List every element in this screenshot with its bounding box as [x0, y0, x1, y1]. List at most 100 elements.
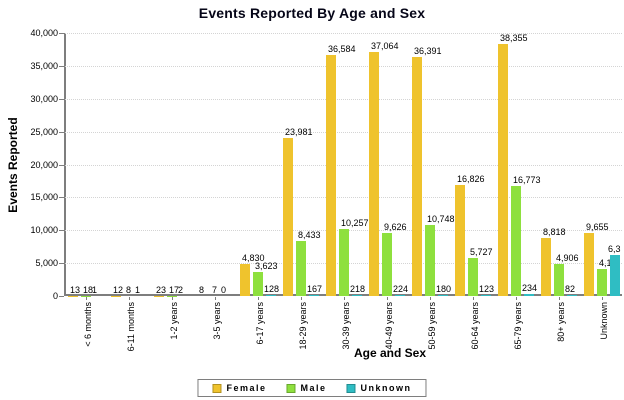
grid-line: [65, 65, 622, 67]
bar-female: [541, 238, 551, 296]
x-axis-tick: [215, 297, 216, 300]
y-tick-label: 10,000: [30, 225, 58, 236]
bar-value-label: 218: [350, 283, 366, 294]
grid-line: [65, 98, 622, 100]
bar-unknown: [309, 294, 319, 296]
bar-male: [468, 258, 478, 296]
bar-value-label: 17: [169, 284, 180, 295]
x-tick-label: 65-79 years: [513, 302, 523, 350]
bar-unknown: [266, 294, 276, 296]
bar-value-label: 123: [479, 284, 495, 295]
bar-value-label: 224: [393, 283, 409, 294]
legend-label: Male: [300, 383, 327, 393]
x-axis-tick: [516, 297, 517, 300]
legend-swatch-unknown: [346, 383, 356, 393]
bar-value-label: 13: [70, 284, 81, 295]
x-axis-tick: [344, 297, 345, 300]
grid-line: [65, 33, 622, 34]
bar-value-label: 3,623: [255, 261, 278, 272]
x-axis-title: Age and Sex: [353, 346, 427, 360]
bar-value-label: 2: [178, 284, 184, 295]
bar-unknown: [567, 294, 577, 296]
x-tick-label: 1-2 years: [169, 302, 179, 340]
grid-line: [65, 164, 622, 166]
bar-value-label: 8,818: [543, 227, 566, 238]
bar-value-label: 128: [264, 284, 280, 295]
bar-value-label: 12: [113, 284, 124, 295]
bar-unknown: [524, 294, 534, 296]
bar-value-label: 18: [83, 284, 94, 295]
y-axis-tick: [59, 230, 64, 232]
y-tick-label: 40,000: [30, 28, 58, 38]
bar-male: [511, 185, 521, 296]
legend-swatch-female: [212, 383, 222, 393]
x-tick-label: 6-11 months: [126, 302, 136, 352]
bar-value-label: 23: [156, 284, 167, 295]
bar-male: [382, 232, 392, 296]
legend: Female Male Unknown: [197, 379, 427, 397]
bar-value-label: 4,1: [599, 258, 612, 269]
bar-value-label: 36,584: [328, 44, 356, 55]
bar-value-label: 16,773: [513, 174, 541, 185]
y-tick-label: 0: [52, 291, 58, 301]
bar-value-label: 36,391: [414, 45, 442, 56]
bar-value-label: 234: [522, 283, 538, 294]
bar-male: [296, 240, 306, 296]
y-axis-tick: [59, 164, 64, 166]
bar-male: [597, 269, 607, 296]
bar-value-label: 8,433: [298, 229, 321, 240]
legend-swatch-male: [286, 383, 296, 393]
bar-unknown: [352, 294, 362, 296]
y-tick-label: 15,000: [30, 192, 58, 203]
bar-female: [455, 185, 465, 296]
bar-value-label: 23,981: [285, 127, 313, 138]
y-tick-label: 30,000: [30, 93, 58, 104]
x-axis-tick: [172, 297, 173, 300]
bar-value-label: 7: [212, 284, 218, 295]
bar-female: [584, 232, 594, 296]
bar-value-label: 4,906: [556, 252, 579, 263]
bar-value-label: 8: [126, 284, 132, 295]
bar-female: [498, 43, 508, 296]
y-axis-tick: [59, 296, 64, 297]
x-axis-tick: [602, 297, 603, 300]
bar-unknown: [481, 294, 491, 296]
legend-item-female: Female: [212, 383, 266, 393]
bar-value-label: 82: [565, 284, 576, 295]
bar-value-label: 180: [436, 283, 452, 294]
x-tick-label: Unknown: [599, 302, 609, 340]
y-tick-label: 35,000: [30, 60, 58, 71]
x-axis-tick: [86, 297, 87, 300]
bar-female: [369, 52, 379, 296]
bar-value-label: 37,064: [371, 41, 399, 52]
bar-value-label: 8: [199, 284, 205, 295]
legend-item-unknown: Unknown: [346, 383, 412, 393]
x-axis-tick: [129, 297, 130, 300]
bar-value-label: 9,655: [586, 221, 609, 232]
bar-female: [412, 56, 422, 296]
y-tick-label: 25,000: [30, 126, 58, 137]
grid-line: [65, 131, 622, 133]
bar-unknown: [438, 294, 448, 296]
bar-female: [240, 264, 250, 296]
legend-item-male: Male: [286, 383, 327, 393]
bar-value-label: 9,626: [384, 221, 407, 232]
bar-value-label: 4,830: [242, 253, 265, 264]
bar-unknown: [395, 294, 405, 296]
bar-male: [339, 228, 349, 296]
x-axis-tick: [301, 297, 302, 300]
x-axis-tick: [559, 297, 560, 300]
x-tick-label: 60-64 years: [470, 302, 480, 350]
bar-value-label: 1: [135, 284, 141, 295]
x-tick-label: < 6 months: [83, 302, 93, 347]
bar-female: [326, 55, 336, 296]
y-axis-tick: [59, 98, 64, 100]
x-axis-tick: [258, 297, 259, 300]
bar-male: [425, 225, 435, 296]
x-tick-label: 80+ years: [556, 302, 566, 342]
bar-value-label: 6,3: [608, 243, 621, 254]
y-axis-tick: [59, 33, 64, 34]
x-tick-label: 18-29 years: [298, 302, 308, 350]
y-axis-tick: [59, 65, 64, 67]
